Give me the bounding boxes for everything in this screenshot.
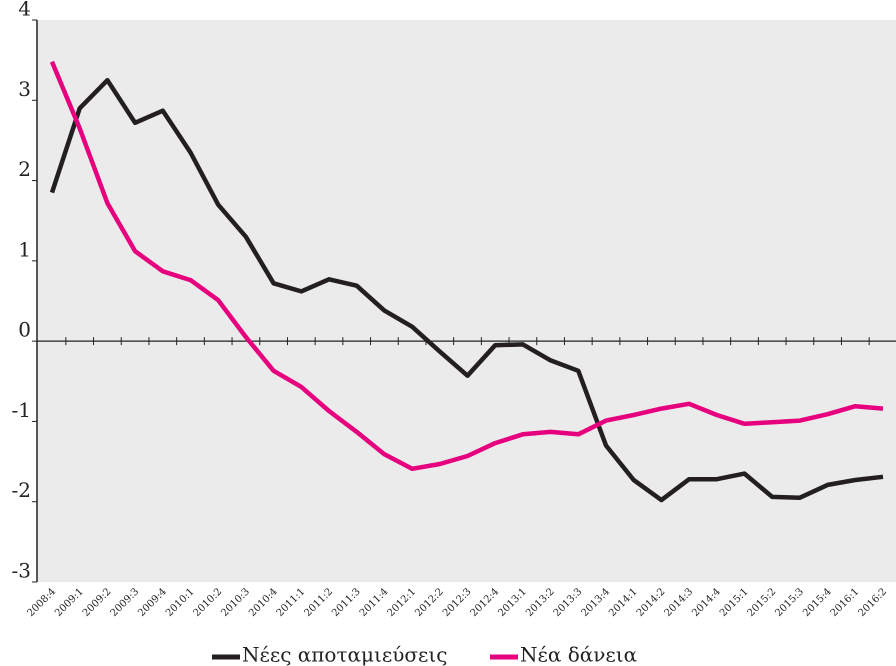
x-tick-label: 2015:1 bbox=[718, 586, 751, 619]
plot-area bbox=[37, 20, 896, 582]
x-tick-label: 2014:4 bbox=[690, 586, 723, 619]
x-tick-label: 2012:3 bbox=[441, 586, 474, 619]
x-tick-label: 2012:1 bbox=[386, 586, 419, 619]
x-tick-label: 2009:3 bbox=[109, 586, 142, 619]
x-tick-label: 2013:2 bbox=[524, 586, 557, 619]
x-tick-label: 2014:1 bbox=[607, 586, 640, 619]
y-tick-label: 1 bbox=[18, 237, 31, 261]
y-tick-label: 0 bbox=[18, 318, 31, 342]
legend-label: Νέες αποταμιεύσεις bbox=[242, 643, 447, 666]
x-tick-label: 2009:2 bbox=[81, 586, 114, 619]
y-tick-label: 3 bbox=[18, 77, 31, 101]
x-tick-label: 2014:3 bbox=[663, 586, 696, 619]
x-tick-label: 2010:4 bbox=[247, 586, 280, 619]
x-tick-label: 2013:1 bbox=[496, 586, 529, 619]
y-tick-label: -2 bbox=[12, 478, 31, 502]
x-tick-label: 2015:2 bbox=[746, 586, 779, 619]
x-tick-label: 2016:2 bbox=[856, 586, 889, 619]
x-tick-label: 2010:1 bbox=[164, 586, 197, 619]
x-tick-label: 2010:3 bbox=[219, 586, 252, 619]
x-tick-label: 2010:2 bbox=[192, 586, 225, 619]
x-tick-label: 2012:2 bbox=[413, 586, 446, 619]
x-tick-label: 2009:4 bbox=[136, 586, 169, 619]
series-line bbox=[49, 60, 884, 472]
x-tick-label: 2013:4 bbox=[579, 586, 612, 619]
y-tick-label: 2 bbox=[18, 157, 31, 181]
y-tick-label: -1 bbox=[12, 398, 31, 422]
x-tick-label: 2011:3 bbox=[330, 586, 363, 619]
y-tick-label: 4 bbox=[18, 0, 31, 21]
x-tick-label: 2016:1 bbox=[829, 586, 862, 619]
x-tick-label: 2011:4 bbox=[358, 586, 391, 619]
x-tick-label: 2013:3 bbox=[552, 586, 585, 619]
series-line bbox=[49, 77, 884, 503]
x-tick-label: 2015:3 bbox=[773, 586, 806, 619]
x-tick-label: 2009:1 bbox=[53, 586, 86, 619]
y-tick-label: -3 bbox=[12, 559, 31, 583]
legend-label: Νέα δάνεια bbox=[520, 643, 637, 666]
x-tick-label: 2011:2 bbox=[302, 586, 335, 619]
x-tick-label: 2014:2 bbox=[635, 586, 668, 619]
x-tick-label: 2012:4 bbox=[469, 586, 502, 619]
x-tick-label: 2011:1 bbox=[275, 586, 308, 619]
x-tick-label: 2008:4 bbox=[25, 586, 58, 619]
x-tick-label: 2015:4 bbox=[801, 586, 834, 619]
